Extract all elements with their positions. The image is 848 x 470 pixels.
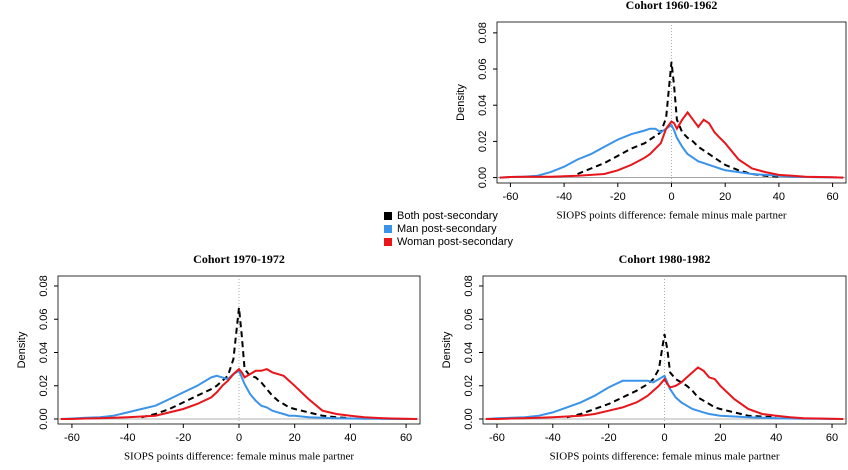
x-tick-label: 20 [289, 432, 301, 444]
density-line [60, 369, 418, 420]
density-line [499, 110, 844, 179]
y-tick-label: 0.04 [463, 342, 475, 363]
x-tick-label: -60 [64, 432, 80, 444]
plot-frame [57, 275, 421, 425]
x-tick-label: 40 [344, 432, 356, 444]
x-tick-label: -20 [610, 191, 626, 203]
chart-title: Cohort 1960-1962 [626, 0, 718, 12]
x-tick-label: 0 [236, 432, 242, 444]
y-tick-label: 0.06 [463, 309, 475, 330]
density-line [60, 367, 418, 420]
x-tick-label: 20 [719, 191, 731, 203]
x-tick-label: 40 [770, 432, 782, 444]
density-line [141, 307, 351, 420]
y-tick-label: 0.06 [477, 58, 489, 79]
y-axis-label: Density [441, 331, 453, 368]
y-tick-label: 0.04 [477, 95, 489, 116]
x-tick-label: -20 [601, 432, 617, 444]
x-tick-label: -40 [120, 432, 136, 444]
chart-title: Cohort 1970-1972 [193, 252, 285, 266]
x-tick-label: -40 [545, 432, 561, 444]
y-tick-label: 0.00 [477, 167, 489, 188]
density-line [499, 123, 844, 179]
x-tick-label: 40 [773, 191, 785, 203]
x-axis-label: SIOPS points difference: female minus ma… [549, 451, 779, 463]
chart-title: Cohort 1980-1982 [619, 252, 711, 266]
x-tick-label: 60 [826, 191, 838, 203]
x-tick-label: -60 [489, 432, 505, 444]
y-tick-label: 0.00 [38, 408, 50, 429]
legend-label: Man post-secondary [397, 223, 497, 235]
x-tick-label: -40 [556, 191, 572, 203]
y-tick-label: 0.06 [38, 309, 50, 330]
density-line [485, 374, 844, 420]
density-line [577, 61, 779, 178]
y-axis-label: Density [16, 331, 28, 368]
legend-swatch [384, 225, 392, 233]
y-tick-label: 0.02 [477, 131, 489, 152]
y-tick-label: 0.08 [463, 275, 475, 296]
x-tick-label: -20 [175, 432, 191, 444]
legend-swatch [384, 212, 392, 220]
x-tick-label: 60 [826, 432, 838, 444]
x-axis-label: SIOPS points difference: female minus ma… [124, 451, 354, 463]
x-tick-label: 20 [714, 432, 726, 444]
density-line [566, 334, 777, 419]
y-tick-label: 0.04 [38, 342, 50, 363]
plot-frame [482, 275, 847, 425]
y-tick-label: 0.00 [463, 408, 475, 429]
legend-swatch [384, 238, 392, 246]
y-tick-label: 0.08 [38, 275, 50, 296]
y-axis-label: Density [455, 84, 467, 121]
legend-label: Both post-secondary [397, 210, 498, 222]
y-tick-label: 0.08 [477, 22, 489, 43]
y-tick-label: 0.02 [38, 375, 50, 396]
density-line [485, 366, 844, 420]
legend-label: Woman post-secondary [397, 236, 513, 248]
x-tick-label: 60 [400, 432, 412, 444]
x-tick-label: 0 [661, 432, 667, 444]
x-tick-label: -60 [502, 191, 518, 203]
y-tick-label: 0.02 [463, 375, 475, 396]
x-axis-label: SIOPS points difference: female minus ma… [556, 210, 786, 222]
x-tick-label: 0 [668, 191, 674, 203]
